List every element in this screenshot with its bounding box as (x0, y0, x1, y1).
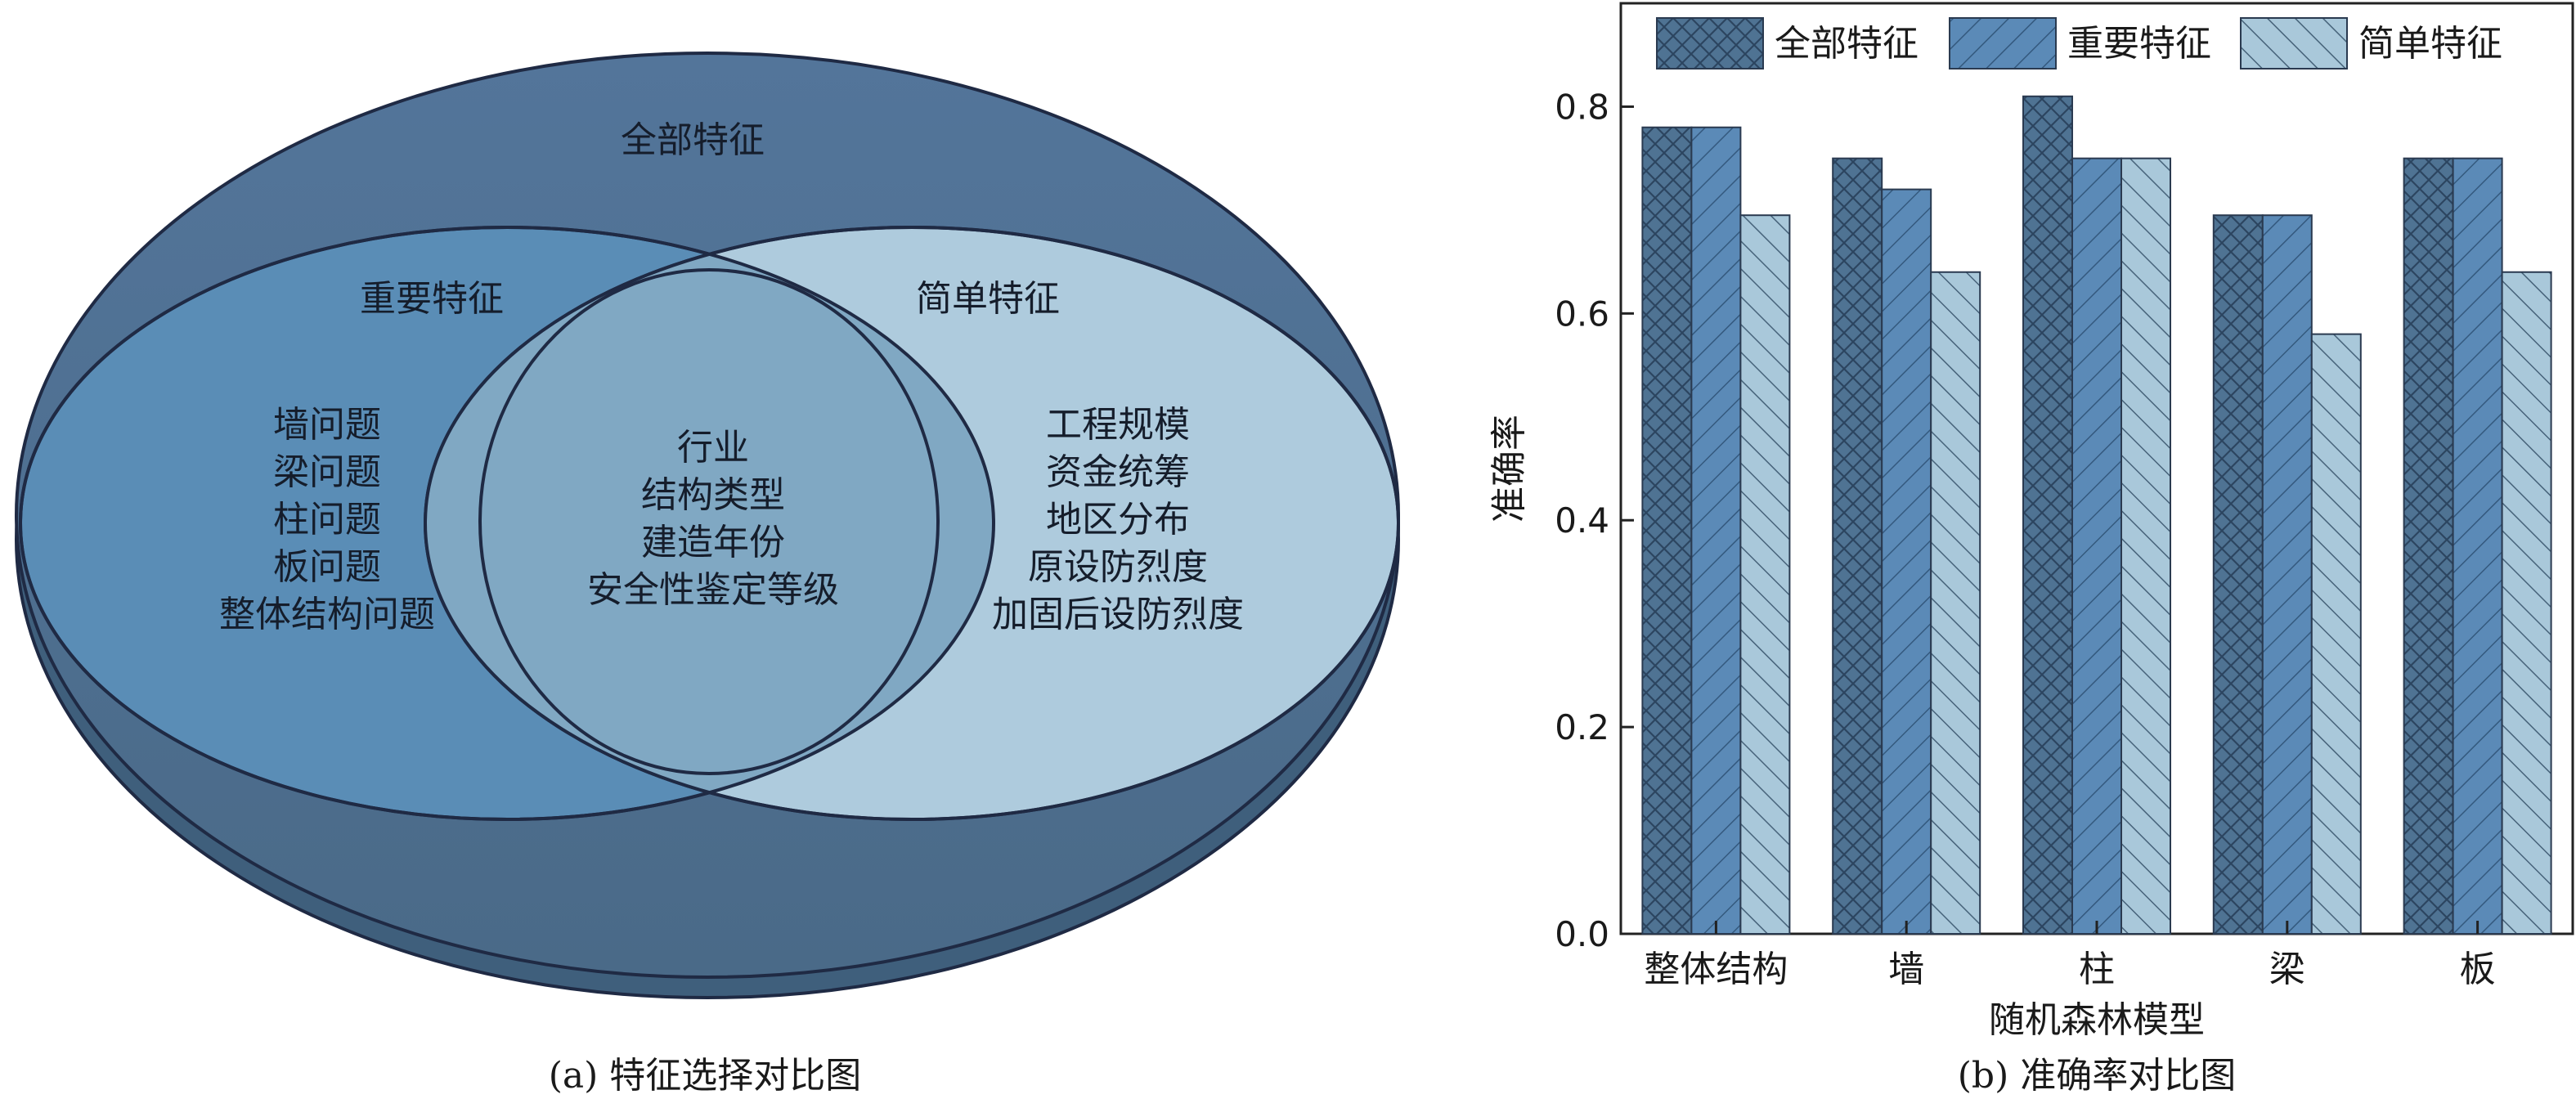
bar-3-1 (1739, 214, 1791, 935)
bar-2-1 (1690, 126, 1742, 935)
legend-label: 重要特征 (2067, 23, 2211, 65)
right-item: 资金统筹 (1046, 451, 1190, 493)
left-item: 墙问题 (273, 404, 381, 446)
left-label: 重要特征 (360, 278, 504, 320)
bar-2-4 (2261, 214, 2313, 935)
legend-label: 简单特征 (2358, 23, 2502, 65)
right-item: 地区分布 (1046, 499, 1190, 541)
intersection-item: 结构类型 (641, 474, 785, 516)
bar-3-2 (1930, 271, 1981, 935)
y-axis-label: 准确率 (1488, 415, 1530, 523)
intersection-list: 行业 结构类型 建造年份 安全性鉴定等级 (587, 427, 839, 611)
legend-swatch (2240, 17, 2348, 70)
right-ellipse-outline (424, 226, 1400, 821)
outer-label: 全部特征 (621, 119, 765, 161)
left-item: 板问题 (273, 546, 381, 588)
bar-3-3 (2120, 157, 2171, 935)
bar-1-2 (1832, 157, 1883, 935)
y-tick-label: 0.8 (1555, 87, 1609, 127)
y-axis: 0.0 0.2 0.4 0.6 0.8 (1555, 87, 1634, 954)
center-ellipse (478, 268, 940, 775)
bar-3-5 (2501, 271, 2552, 935)
y-tick-label: 0.6 (1555, 294, 1609, 334)
bar-1-1 (1641, 126, 1693, 935)
intersection-item: 行业 (677, 427, 749, 469)
legend-label: 全部特征 (1775, 23, 1919, 65)
right-item: 加固后设防烈度 (992, 594, 1244, 635)
left-only-list: 墙问题 梁问题 柱问题 板问题 整体结构问题 (219, 404, 435, 635)
x-axis-label: 随机森林模型 (1989, 999, 2205, 1041)
bar-1-3 (2022, 95, 2073, 935)
x-axis: 整体结构 墙 柱 梁 板 (1644, 921, 2496, 990)
legend: 全部特征 重要特征 简单特征 (1656, 17, 2502, 70)
y-tick-label: 0.2 (1555, 707, 1609, 747)
bar-2-2 (1881, 188, 1932, 935)
x-tick-label: 板 (2460, 949, 2496, 990)
left-item: 柱问题 (273, 499, 381, 541)
left-ellipse-outline (19, 226, 995, 821)
right-label: 简单特征 (916, 278, 1060, 320)
venn-diagram: 全部特征 重要特征 简单特征 墙问题 梁问题 柱问题 板问题 整体结构问题 行业… (15, 52, 1400, 1097)
bar-3-4 (2310, 333, 2362, 935)
right-item: 原设防烈度 (1028, 546, 1208, 588)
intersection-region (425, 227, 994, 819)
legend-swatch (1656, 17, 1764, 70)
chart-caption: (b) 准确率对比图 (1958, 1055, 2236, 1097)
venn-caption: (a) 特征选择对比图 (549, 1055, 862, 1097)
x-tick-label: 墙 (1888, 949, 1924, 990)
bar-2-5 (2452, 157, 2503, 935)
right-item: 工程规模 (1046, 404, 1190, 446)
legend-swatch (1949, 17, 2057, 70)
y-tick-label: 0.4 (1555, 500, 1609, 541)
intersection-item: 建造年份 (641, 522, 785, 563)
y-tick-label: 0.0 (1555, 914, 1609, 954)
bar-chart: 0.0 0.2 0.4 0.6 0.8 整体结构 墙 柱 梁 板 准确率 随机森林模型 全部特征… (1488, 2, 2574, 1097)
x-tick-label: 梁 (2269, 949, 2305, 990)
bar-1-4 (2212, 214, 2264, 935)
bars-layer (1641, 95, 2552, 935)
intersection-item: 安全性鉴定等级 (587, 569, 839, 611)
left-item: 梁问题 (273, 451, 381, 493)
x-tick-label: 柱 (2079, 949, 2115, 990)
left-item: 整体结构问题 (219, 594, 435, 635)
bar-2-3 (2071, 157, 2122, 935)
right-only-list: 工程规模 资金统筹 地区分布 原设防烈度 加固后设防烈度 (992, 404, 1244, 635)
x-tick-label: 整体结构 (1644, 949, 1788, 990)
bar-1-5 (2403, 157, 2454, 935)
